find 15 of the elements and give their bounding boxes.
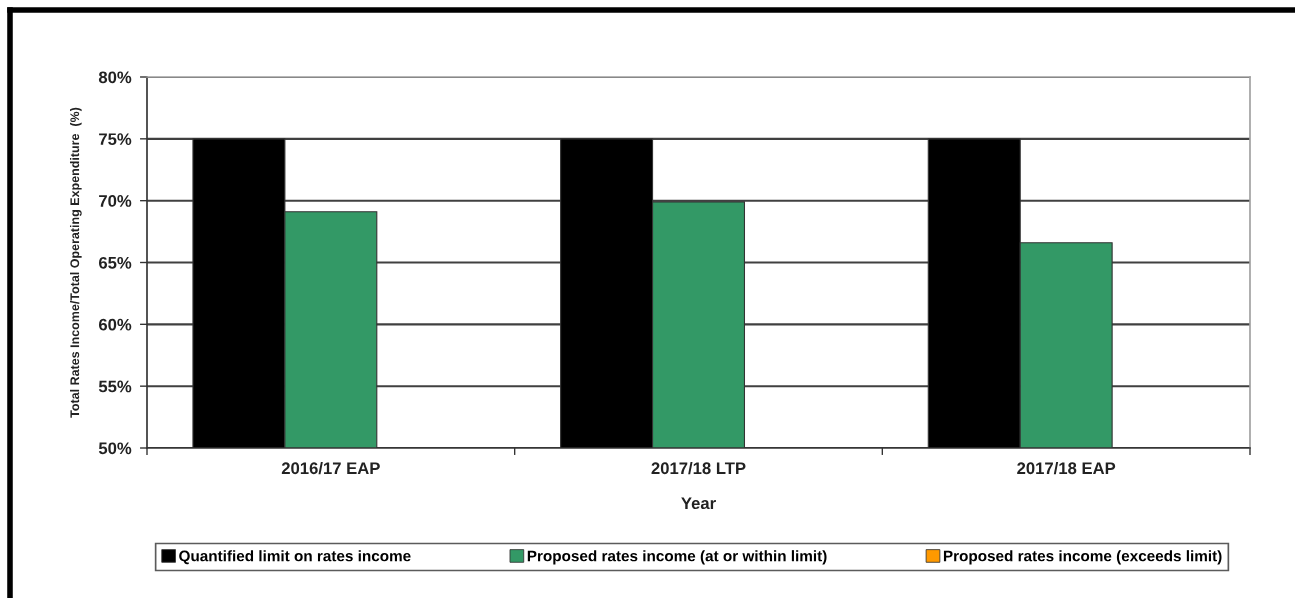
- y-axis-title: Total Rates Income/Total Operating Expenditure (%): [69, 107, 82, 418]
- legend-label: Proposed rates income (exceeds limit): [943, 550, 1222, 565]
- y-tick-label: 70%: [99, 195, 132, 207]
- y-tick-label: 80%: [98, 71, 132, 84]
- x-tick-label: 2017/18 EAP: [1017, 461, 1116, 475]
- y-tick-label: 50%: [98, 442, 132, 455]
- x-axis-title: Year: [681, 497, 716, 510]
- x-tick-label: 2016/17 EAP: [281, 461, 380, 475]
- legend-label: Quantified limit on rates income: [179, 550, 411, 565]
- y-tick-label: 60%: [98, 318, 132, 331]
- y-tick-label: 55%: [98, 380, 132, 393]
- y-tick-label: 65%: [98, 256, 132, 269]
- x-tick-label: 2017/18 LTP: [651, 461, 746, 475]
- y-tick-label: 75%: [99, 133, 132, 146]
- legend-label: Proposed rates income (at or within limit): [527, 550, 827, 565]
